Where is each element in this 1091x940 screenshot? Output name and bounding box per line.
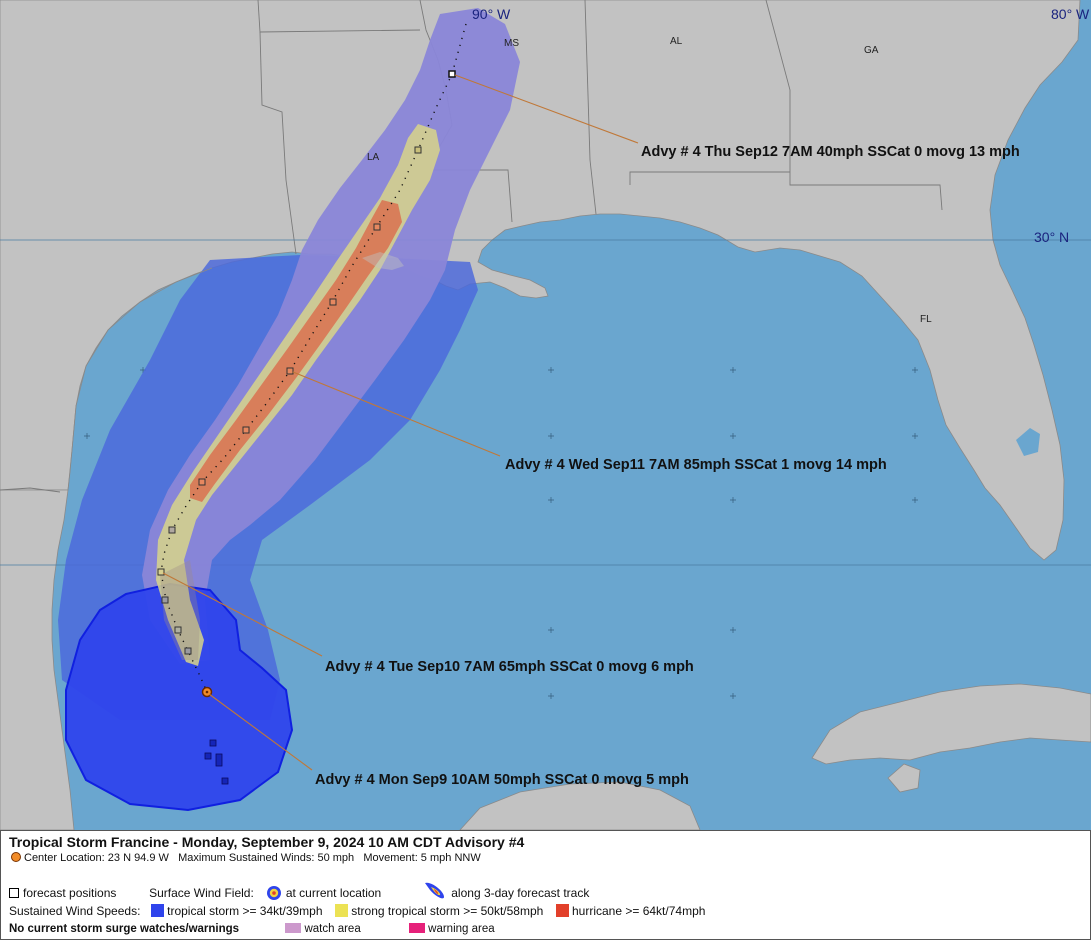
tropical-storm-label: tropical storm >= 34kt/39mph — [167, 904, 323, 918]
watch-area-label: watch area — [304, 923, 361, 935]
storm-map-svg: MS AL GA LA FL 90° W 80° W 30° N Advy # … — [0, 0, 1091, 830]
forecast-position — [174, 626, 182, 634]
watch-area-swatch — [285, 923, 302, 933]
past-positions — [204, 739, 229, 785]
center-location: Center Location: 23 N 94.9 W — [24, 852, 169, 864]
current-location-wind-icon — [267, 886, 282, 900]
no-surge-label: No current storm surge watches/warnings — [9, 923, 240, 935]
surface-wind-field-label: Surface Wind Field: — [149, 886, 254, 900]
forecast-position — [168, 526, 176, 534]
forecast-position — [373, 223, 381, 231]
advisory-label-thu: Advy # 4 Thu Sep12 7AM 40mph SSCat 0 mov… — [641, 144, 1020, 160]
lake-okeechobee — [1016, 428, 1040, 456]
legend-storm-info: Center Location: 23 N 94.9 W Maximum Sus… — [11, 852, 481, 864]
state-label-fl: FL — [920, 314, 932, 325]
legend-title: Tropical Storm Francine - Monday, Septem… — [9, 834, 525, 850]
legend-row-surge: No current storm surge watches/warnings … — [9, 923, 495, 935]
strong-track-overlay — [160, 560, 200, 660]
forecast-position — [242, 426, 250, 434]
state-label-ga: GA — [864, 45, 879, 56]
forecast-position — [286, 367, 294, 375]
forecast-position — [414, 146, 422, 154]
hurricane-label: hurricane >= 64kt/74mph — [572, 904, 706, 918]
grid-label-80w: 80° W — [1051, 6, 1090, 22]
forecast-position — [329, 298, 337, 306]
warning-area-label: warning area — [428, 923, 495, 935]
forecast-positions — [157, 70, 456, 655]
advisory-label-mon: Advy # 4 Mon Sep9 10AM 50mph SSCat 0 mov… — [315, 772, 689, 788]
forecast-position — [161, 596, 169, 604]
state-label-al: AL — [670, 36, 683, 47]
sustained-wind-speeds-label: Sustained Wind Speeds: — [9, 904, 141, 918]
texas-coastline — [67, 267, 213, 491]
state-label-ms: MS — [504, 38, 519, 49]
grid-label-90w: 90° W — [472, 6, 511, 22]
tropical-storm-swatch — [151, 904, 165, 917]
state-label-la: LA — [367, 152, 380, 163]
warning-area-swatch — [409, 923, 426, 933]
strong-tropical-storm-label: strong tropical storm >= 50kt/58mph — [351, 904, 544, 918]
forecast-position — [184, 647, 192, 655]
forecast-position — [198, 478, 206, 486]
forecast-position — [448, 70, 456, 78]
isla-juventud — [887, 763, 921, 793]
movement: Movement: 5 mph NNW — [363, 852, 481, 864]
advisory-label-tue: Advy # 4 Tue Sep10 7AM 65mph SSCat 0 mov… — [325, 659, 694, 675]
storm-map: MS AL GA LA FL 90° W 80° W 30° N Advy # … — [0, 0, 1091, 830]
forecast-positions-label: forecast positions — [23, 886, 117, 900]
legend-row-wind-field: forecast positions Surface Wind Field: a… — [9, 879, 589, 901]
grid-crosses — [84, 367, 918, 699]
leader-lines — [162, 74, 639, 771]
strong-tropical-storm-swatch — [335, 904, 349, 917]
louisiana-coast-shape — [362, 252, 404, 270]
forecast-position-icon — [9, 888, 19, 898]
max-winds: Maximum Sustained Winds: 50 mph — [178, 852, 355, 864]
legend-panel: Tropical Storm Francine - Monday, Septem… — [0, 830, 1091, 940]
along-track-label: along 3-day forecast track — [451, 886, 590, 900]
advisory-label-wed: Advy # 4 Wed Sep11 7AM 85mph SSCat 1 mov… — [505, 457, 887, 473]
forecast-position — [157, 568, 165, 576]
current-wind-field — [65, 582, 294, 812]
hurricane-swatch — [556, 904, 569, 917]
cuba-land — [811, 683, 1091, 765]
grid-label-30n: 30° N — [1034, 229, 1069, 245]
legend-row-sustained: Sustained Wind Speeds: tropical storm >=… — [9, 904, 705, 918]
forecast-track-wind-icon — [424, 882, 444, 899]
yucatan-land — [459, 781, 701, 830]
center-location-icon — [11, 852, 21, 862]
at-current-location-label: at current location — [285, 886, 382, 900]
mexico-land — [0, 489, 75, 830]
